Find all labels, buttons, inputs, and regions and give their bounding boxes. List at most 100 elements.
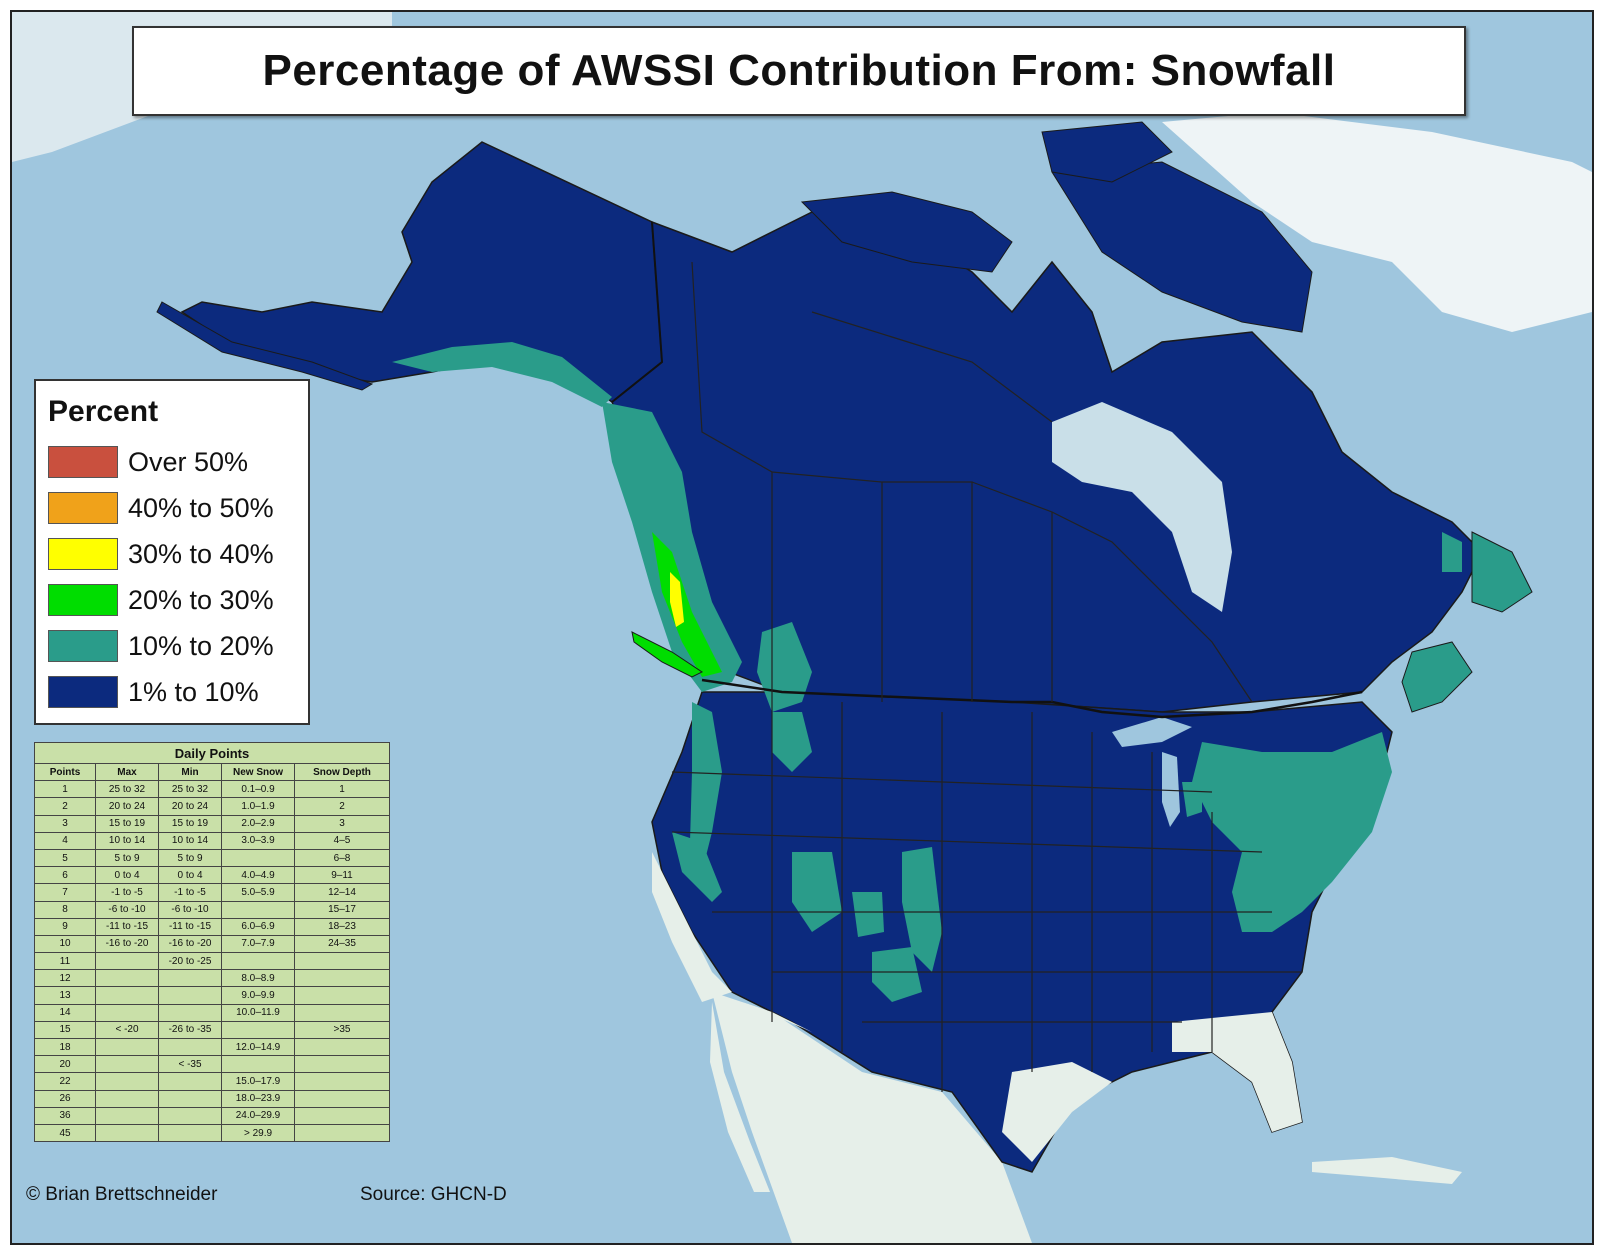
alaska-canada-border [611, 221, 664, 403]
table-cell: 24–35 [294, 934, 390, 954]
table-cell: 9–11 [294, 866, 390, 885]
arctic-archipelago [800, 191, 1013, 273]
table-cell: 15 to 19 [95, 814, 159, 833]
table-row: 4 10 to 14 10 to 14 3.0–3.9 4–5 [34, 831, 390, 850]
table-cell: 4.0–4.9 [221, 866, 295, 885]
table-cell: 9 [34, 917, 96, 936]
daily-points-table: Daily Points Points Max Min New Snow Snow De… [34, 742, 390, 1143]
table-cell [95, 1055, 159, 1074]
table-cell [221, 1020, 295, 1040]
table-cell [294, 1003, 390, 1022]
table-cell [294, 1072, 390, 1091]
bc-green-band [652, 532, 722, 677]
legend-swatch [48, 630, 118, 662]
table-cell: 2 [34, 797, 96, 816]
table-row: 22 15.0–17.9 [34, 1072, 390, 1091]
table-cell [158, 1089, 222, 1108]
table-cell: 3 [294, 814, 390, 833]
table-cell: 9.0–9.9 [221, 986, 295, 1005]
table-cell [95, 969, 159, 988]
table-caption-row: Daily Points [34, 742, 390, 764]
table-cell [95, 1123, 159, 1143]
table-cell: 1 [294, 780, 390, 799]
legend-label: 20% to 30% [128, 584, 274, 615]
table-cell [294, 1123, 390, 1143]
table-cell [158, 1123, 222, 1143]
table-cell: -20 to -25 [158, 952, 222, 971]
table-cell: -16 to -20 [95, 934, 159, 954]
table-cell: 2 [294, 797, 390, 816]
table-cell [221, 952, 295, 971]
legend-item-20-30: 20% to 30% [48, 577, 296, 623]
table-cell: 18–23 [294, 917, 390, 936]
table-cell: -16 to -20 [158, 934, 222, 954]
table-row: 11 -20 to -25 [34, 952, 390, 971]
table-cell: 6 [34, 866, 96, 885]
table-cell: 45 [34, 1123, 96, 1143]
table-cell [294, 952, 390, 971]
table-row: 12 8.0–8.9 [34, 969, 390, 988]
table-cell: 12–14 [294, 883, 390, 902]
table-cell: 20 [34, 1055, 96, 1074]
greenland-ice [1162, 112, 1592, 332]
maritimes-band [1401, 641, 1473, 713]
legend-swatch [48, 538, 118, 570]
table-cell: 12.0–14.9 [221, 1037, 295, 1057]
table-cell: 20 to 24 [158, 797, 222, 816]
table-row: 18 12.0–14.9 [34, 1037, 390, 1057]
table-row: 14 10.0–11.9 [34, 1003, 390, 1022]
table-cell: 26 [34, 1089, 96, 1108]
table-cell [158, 1003, 222, 1022]
table-cell: -26 to -35 [158, 1020, 222, 1040]
table-cell: 7.0–7.9 [221, 934, 295, 954]
table-cell: 14 [34, 1003, 96, 1022]
table-cell [294, 986, 390, 1005]
legend-label: 30% to 40% [128, 538, 274, 569]
table-cell: 11 [34, 952, 96, 971]
table-cell: >35 [294, 1020, 390, 1040]
southwest-light [742, 1002, 812, 1032]
ellesmere-island [1041, 121, 1173, 183]
table-cell [95, 1003, 159, 1022]
table-cell: < -35 [158, 1055, 222, 1074]
table-cell: 15 to 19 [158, 814, 222, 833]
legend-item-over-50: Over 50% [48, 439, 296, 485]
table-cell: -11 to -15 [158, 917, 222, 936]
table-cell: < -20 [95, 1020, 159, 1040]
table-header-cell: Snow Depth [294, 762, 390, 782]
table-row: 45 > 29.9 [34, 1123, 390, 1143]
colorado-band [902, 847, 942, 972]
table-cell: 10 to 14 [95, 831, 159, 850]
newfoundland [1471, 531, 1533, 613]
table-cell: 1 [34, 780, 96, 799]
table-cell: 5 [34, 848, 96, 868]
table-cell [294, 1037, 390, 1057]
table-cell: 3.0–3.9 [221, 831, 295, 850]
vancouver-island [631, 631, 703, 678]
table-cell: 10.0–11.9 [221, 1003, 295, 1022]
hudson-bay [1052, 402, 1232, 612]
map-frame: Percentage of AWSSI Contribution From: S… [10, 10, 1594, 1245]
table-cell: 0.1–0.9 [221, 780, 295, 799]
table-row: 15 < -20 -26 to -35 >35 [34, 1020, 390, 1040]
table-cell: 24.0–29.9 [221, 1106, 295, 1125]
table-cell: -1 to -5 [95, 883, 159, 902]
table-header-cell: New Snow [221, 762, 295, 782]
table-cell [221, 900, 295, 919]
legend-swatch [48, 492, 118, 524]
northeast-band [1192, 732, 1392, 932]
table-cell [221, 1055, 295, 1074]
table-row: 26 18.0–23.9 [34, 1089, 390, 1108]
table-cell [158, 1072, 222, 1091]
table-row: 3 15 to 19 15 to 19 2.0–2.9 3 [34, 814, 390, 833]
table-cell: 15 [34, 1020, 96, 1040]
table-row: 8 -6 to -10 -6 to -10 15–17 [34, 900, 390, 919]
table-cell [158, 1037, 222, 1057]
map-title: Percentage of AWSSI Contribution From: S… [262, 46, 1336, 95]
table-cell [294, 1089, 390, 1108]
table-header-cell: Max [95, 762, 159, 782]
lake-michigan [1162, 752, 1180, 827]
table-row: 10 -16 to -20 -16 to -20 7.0–7.9 24–35 [34, 934, 390, 954]
aleutian-chain [156, 301, 374, 391]
